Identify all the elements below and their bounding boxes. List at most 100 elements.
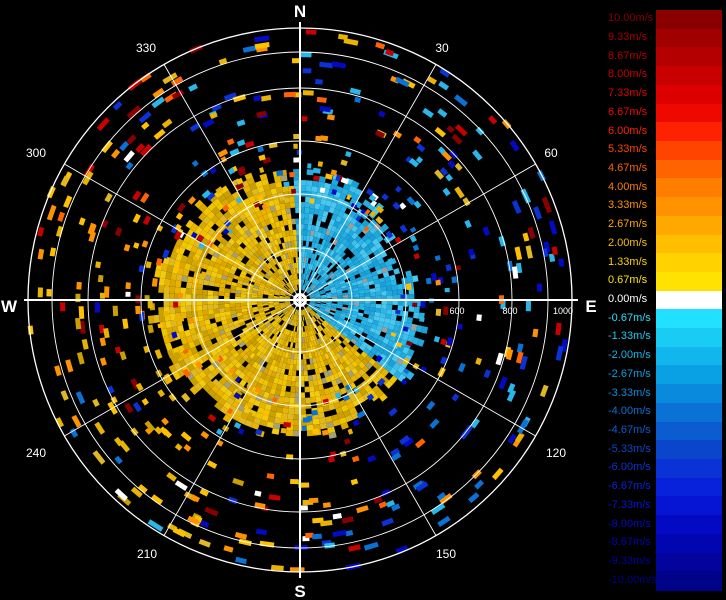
echo-gate [309, 335, 314, 342]
echo-gate [266, 256, 272, 263]
echo-gate [267, 242, 273, 249]
echo-gate [163, 285, 170, 294]
echo-gate [377, 372, 386, 381]
bearing-label-330: 330 [136, 41, 156, 55]
echo-gate [381, 326, 388, 334]
echo-gate [218, 307, 225, 313]
echo-gate [272, 265, 278, 271]
echo-gate [313, 424, 321, 431]
echo-gate [323, 388, 331, 395]
echo-gate [317, 325, 322, 332]
echo-gate [422, 107, 434, 118]
echo-gate [205, 323, 212, 331]
echo-gate [284, 296, 291, 298]
echo-gate [352, 258, 360, 265]
echo-gate [202, 367, 211, 376]
echo-gate [194, 373, 203, 383]
echo-gate [284, 241, 289, 248]
echo-gate [334, 340, 340, 347]
echo-gate [300, 505, 308, 511]
echo-gate [274, 290, 281, 294]
echo-gate [258, 286, 265, 291]
echo-gate [318, 417, 327, 424]
echo-gate [222, 337, 230, 344]
echo-gate [303, 359, 307, 365]
echo-gate [548, 253, 556, 262]
echo-gate [283, 309, 288, 314]
echo-gate [208, 260, 216, 267]
echo-gate [293, 157, 300, 163]
echo-gate [315, 373, 322, 380]
echo-gate [65, 359, 74, 373]
echo-gate [321, 377, 327, 384]
echo-gate [302, 309, 305, 315]
echo-gate [357, 354, 365, 362]
echo-gate [287, 241, 292, 248]
echo-gate [372, 333, 380, 340]
echo-gate [347, 356, 355, 364]
echo-gate [310, 277, 315, 283]
echo-gate [296, 279, 299, 285]
echo-gate [318, 367, 324, 374]
echo-gate [284, 302, 291, 304]
echo-gate [114, 227, 123, 237]
legend-color-swatch [656, 477, 722, 498]
echo-gate [309, 198, 315, 204]
echo-gate [248, 315, 255, 320]
echo-gate [323, 259, 329, 266]
echo-gate [295, 381, 300, 387]
echo-gate [315, 135, 323, 142]
echo-gate [338, 363, 345, 371]
echo-gate [339, 217, 347, 225]
echo-gate [197, 234, 205, 242]
echo-gate [273, 251, 278, 258]
echo-gate [245, 261, 252, 268]
echo-gate [317, 344, 322, 351]
echo-gate [310, 311, 315, 316]
echo-gate [380, 308, 387, 314]
echo-gate [323, 371, 330, 378]
echo-gate [271, 428, 280, 435]
echo-gate [317, 181, 325, 188]
echo-gate [337, 303, 343, 307]
echo-gate [391, 503, 401, 512]
echo-gate [326, 254, 332, 261]
echo-gate [302, 425, 307, 431]
echo-gate [269, 260, 275, 267]
echo-gate [305, 240, 310, 247]
echo-gate [341, 354, 348, 362]
echo-gate [285, 283, 291, 289]
echo-gate [315, 356, 321, 363]
echo-gate [327, 271, 334, 277]
echo-gate [303, 257, 307, 263]
echo-gate [198, 379, 207, 388]
echo-gate [154, 269, 162, 278]
echo-gate [359, 303, 365, 307]
echo-gate [319, 306, 326, 310]
echo-gate [326, 357, 332, 365]
echo-gate [223, 327, 231, 334]
echo-gate [337, 319, 344, 325]
echo-gate [266, 337, 272, 344]
echo-gate [270, 310, 277, 315]
echo-gate [420, 366, 427, 373]
echo-gate [287, 290, 293, 295]
echo-gate [311, 285, 316, 290]
echo-gate [297, 279, 300, 285]
echo-gate [290, 308, 295, 313]
echo-gate [290, 381, 296, 387]
echo-gate [514, 246, 523, 260]
echo-gate [309, 294, 315, 297]
echo-gate [60, 302, 66, 312]
echo-gate [276, 355, 282, 362]
echo-gate [214, 312, 221, 319]
echo-gate [226, 397, 235, 406]
echo-gate [287, 375, 293, 382]
echo-gate [242, 374, 250, 383]
echo-gate [394, 320, 402, 327]
echo-gate [340, 159, 348, 167]
echo-gate [296, 315, 299, 321]
echo-gate [439, 167, 449, 176]
echo-gate [338, 350, 345, 357]
echo-gate [267, 415, 276, 423]
